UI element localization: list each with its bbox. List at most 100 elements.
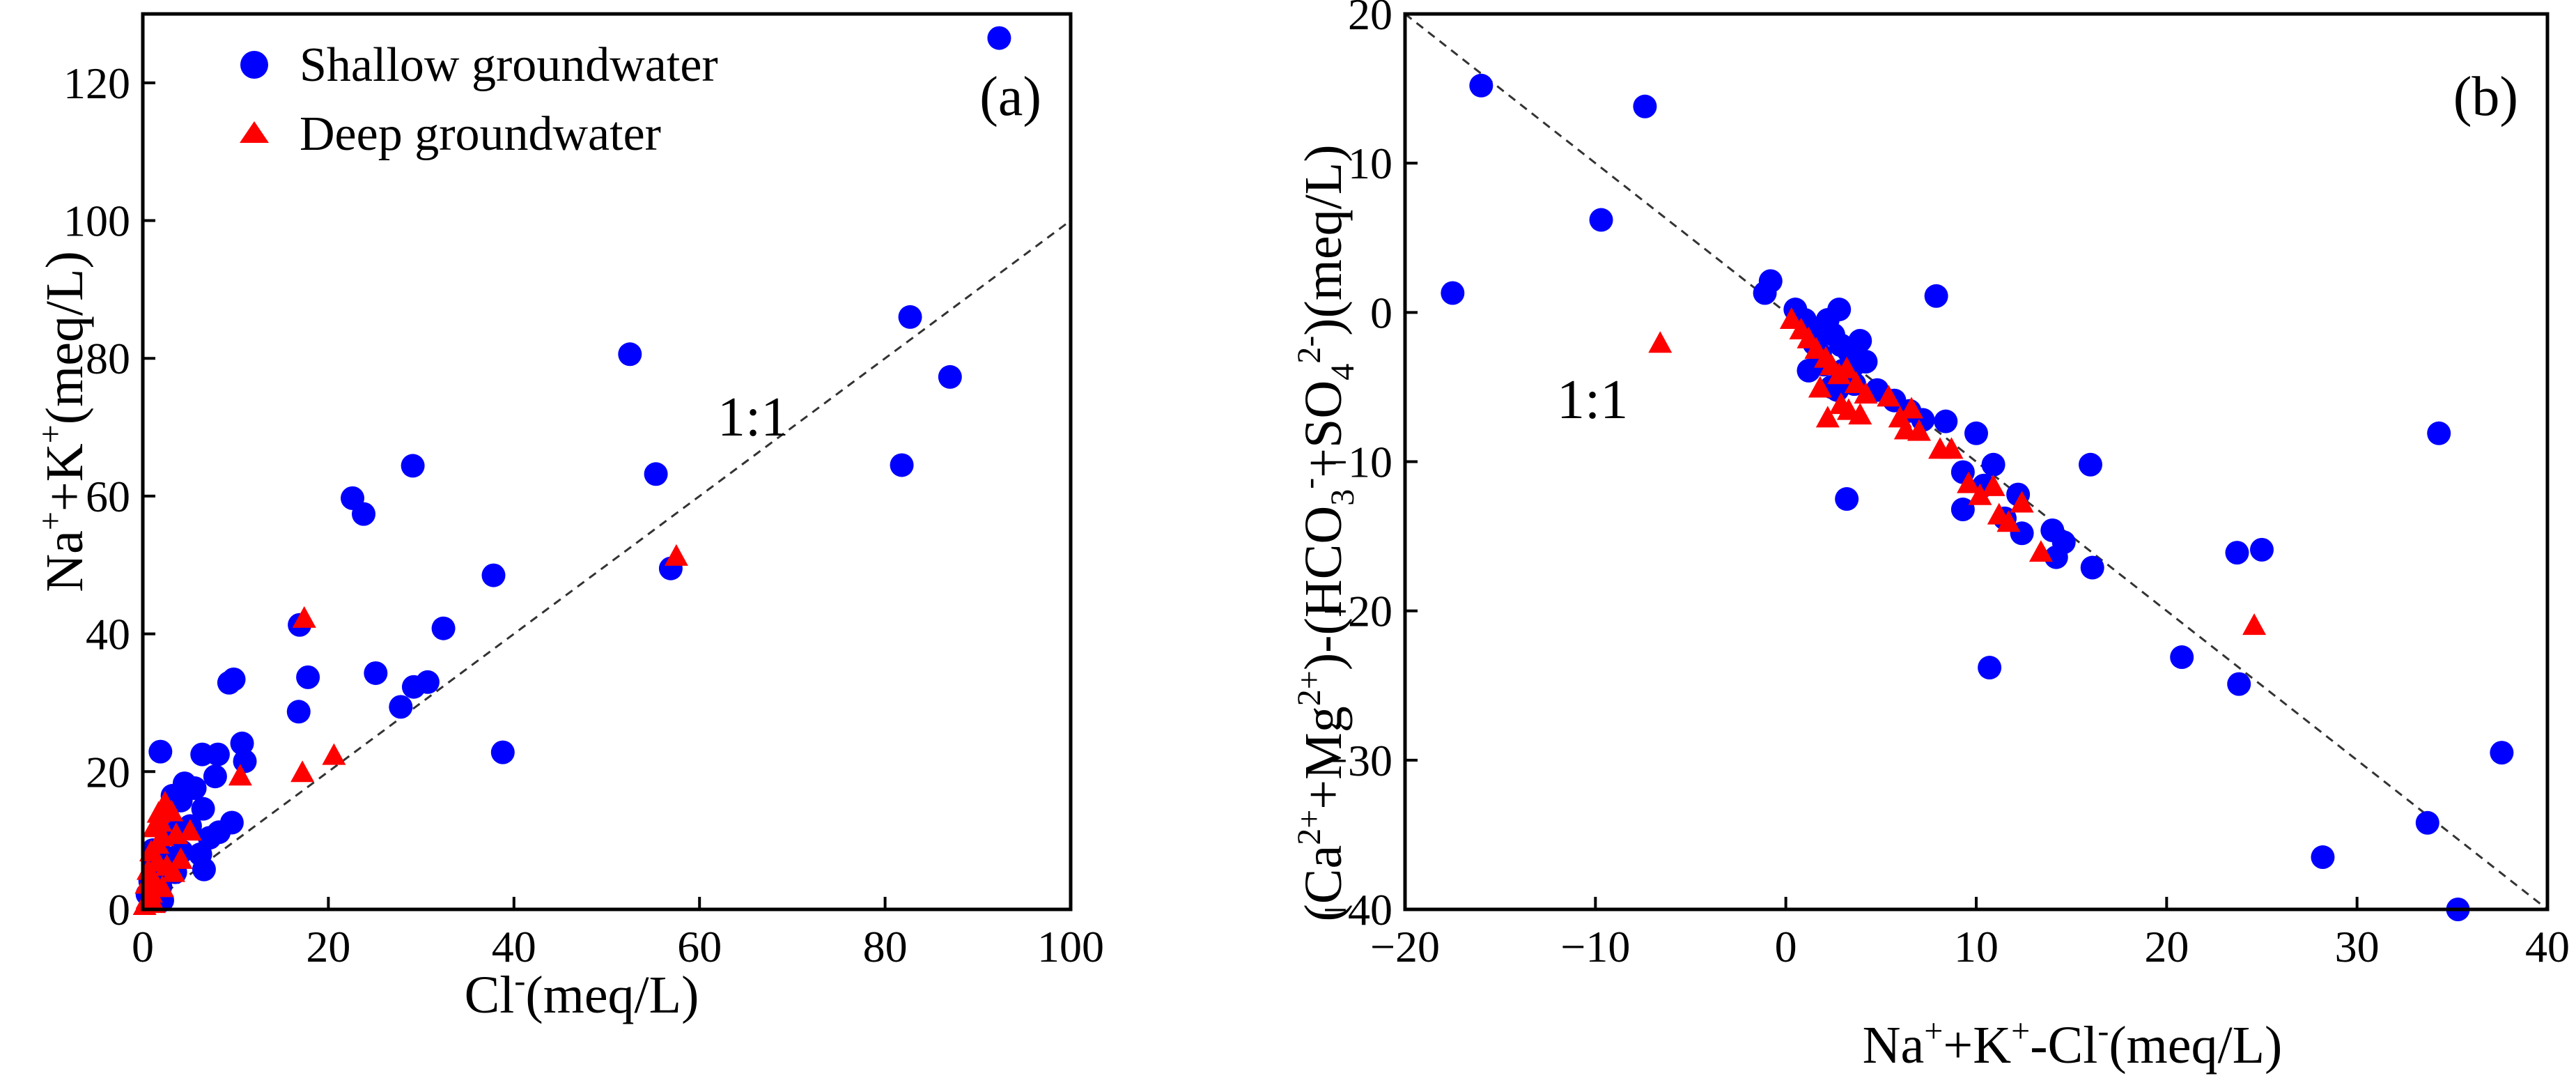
panel-b-shallow-point	[1835, 487, 1859, 511]
panel-a-deep-point	[146, 801, 171, 823]
panel-b-shallow-point	[2225, 541, 2249, 565]
panel-a-shallow-point	[644, 462, 668, 486]
panel-b-deep-point	[2028, 540, 2053, 562]
panel-b-x-tick-label: 40	[2525, 922, 2570, 971]
panel-b-chart: −20 −10 0 10 20 30 40 −40 −30 −20 −10 0 10 20 (b) 1:1…	[1291, 0, 2570, 1075]
panel-a-x-axis-title: Cl-(meq/L)	[465, 962, 699, 1024]
legend-shallow-marker	[240, 51, 268, 79]
panel-a-deep-point	[161, 860, 185, 882]
panel-a-x-tick-label: 80	[863, 922, 908, 971]
panel-b-y-tick-label: −10	[1323, 438, 1392, 487]
panel-b-reference-label: 1:1	[1557, 369, 1628, 431]
panel-a-label: (a)	[979, 66, 1041, 128]
panel-a-deep-point	[169, 847, 193, 869]
panel-b-y-tick-label: 20	[1348, 0, 1392, 39]
panel-a-shallow-point	[203, 764, 227, 789]
panel-b-y-tick-label: 0	[1370, 288, 1392, 337]
panel-b-shallow-point	[1758, 269, 1783, 293]
legend: Shallow groundwater Deep groundwater	[240, 38, 718, 161]
panel-a-deep-point	[164, 822, 188, 845]
panel-b-deep-point	[1835, 356, 1859, 378]
panel-a-x-tick-label: 100	[1037, 922, 1104, 971]
panel-a-shallow-point	[987, 26, 1011, 50]
legend-deep-label: Deep groundwater	[300, 107, 661, 161]
panel-a-shallow-point	[352, 502, 376, 526]
panel-b-deep-point	[2242, 613, 2267, 636]
panel-b-x-axis-title: Na++K+-Cl-(meq/L)	[1863, 1013, 2283, 1075]
panel-a-y-tick-label: 60	[86, 472, 130, 521]
panel-a-shallow-point	[230, 731, 254, 755]
panel-b-shallow-point	[2311, 845, 2335, 870]
panel-b-deep-point	[1815, 406, 1840, 428]
panel-b-label: (b)	[2453, 66, 2518, 128]
panel-a-shallow-point	[296, 665, 320, 689]
panel-b-y-tick-label: −20	[1323, 587, 1392, 636]
panel-b-shallow-point	[1797, 358, 1821, 383]
panel-a-y-tick-label: 0	[108, 885, 130, 934]
panel-a-shallow-point	[401, 675, 426, 699]
panel-a-shallow-point	[490, 740, 515, 764]
panel-b-shallow-point	[2044, 545, 2068, 569]
panel-a-deep-point	[178, 819, 202, 841]
panel-b-shallow-point	[2490, 741, 2514, 765]
panel-b-x-tick-label: 10	[1954, 922, 1999, 971]
panel-b-deep-point	[1844, 371, 1868, 394]
panel-a-deep-point	[290, 760, 315, 783]
panel-b-shallow-point	[1441, 281, 1465, 305]
panel-a-points	[132, 26, 1011, 916]
panel-b-shallow-point	[2250, 537, 2274, 562]
panel-a-shallow-point	[233, 749, 257, 774]
panel-b-points	[1441, 73, 2514, 921]
panel-b-deep-point	[1981, 474, 2005, 496]
panel-b-shallow-point	[1854, 350, 1878, 374]
panel-a-y-axis-title: Na++K+(meq/L)	[32, 251, 94, 592]
panel-a-y-tick-label: 40	[86, 610, 130, 659]
panel-b-x-tick-label: 0	[1775, 922, 1797, 971]
panel-b-x-tick-label: 20	[2144, 922, 2189, 971]
panel-a-shallow-point	[890, 453, 914, 477]
panel-a-shallow-point	[481, 563, 506, 587]
panel-b-shallow-point	[1633, 94, 1657, 118]
panel-a-deep-point	[664, 544, 688, 566]
panel-b-shallow-point	[1469, 73, 1493, 98]
panel-a-plot-frame	[141, 12, 1073, 911]
panel-b-y-axis-title: (Ca2++Mg2+)-(HCO3-+SO42-)(meq/L)	[1291, 144, 1361, 921]
panel-a-shallow-point	[431, 616, 456, 640]
panel-a-y-tick-label: 80	[86, 334, 130, 383]
panel-b-deep-point	[1996, 510, 2021, 532]
panel-a-shallow-point	[389, 695, 413, 719]
panel-a-x-tick-label: 0	[132, 922, 154, 971]
panel-a-shallow-point	[286, 700, 311, 724]
panel-b-shallow-point	[1964, 421, 1988, 445]
panel-b-deep-point	[1957, 471, 1981, 493]
panel-a-shallow-point	[207, 820, 231, 845]
panel-b-x-tick-label: −20	[1370, 922, 1440, 971]
panel-b-deep-point	[1848, 403, 1872, 425]
panel-b-shallow-point	[1924, 284, 1948, 308]
panel-b-x-tick-label: 30	[2335, 922, 2380, 971]
panel-a-shallow-point	[191, 797, 215, 821]
panel-a-shallow-point	[938, 364, 962, 389]
panel-b-shallow-point	[2427, 421, 2451, 445]
panel-b-shallow-point	[2080, 555, 2104, 580]
panel-a-deep-point	[322, 743, 346, 765]
panel-a-x-tick-label: 60	[677, 922, 722, 971]
panel-b-deep-point	[1939, 437, 1964, 459]
panel-b-shallow-point	[2170, 645, 2194, 670]
panel-a-deep-point	[292, 606, 316, 628]
panel-a-ticks: 0 20 40 60 80 100 0 20 40 60 80 100 120	[63, 59, 1104, 971]
panel-b-ticks: −20 −10 0 10 20 30 40 −40 −30 −20 −10 0 10 20	[1323, 0, 2570, 971]
panel-b-y-tick-label: −40	[1323, 885, 1392, 934]
panel-a-shallow-point	[148, 739, 173, 764]
panel-b-shallow-point	[1950, 498, 1975, 522]
panel-b-shallow-point	[1981, 452, 2005, 477]
panel-a-x-tick-label: 20	[306, 922, 350, 971]
panel-a-shallow-point	[190, 742, 215, 767]
panel-b-deep-point	[2010, 491, 2034, 513]
panel-b-shallow-point	[1848, 329, 1872, 353]
panel-b-shallow-point	[2227, 672, 2251, 696]
panel-b-reference-line	[1404, 13, 2548, 911]
panel-b-shallow-point	[1827, 298, 1852, 322]
panel-a-x-tick-label: 40	[492, 922, 536, 971]
panel-b-shallow-point	[1589, 208, 1613, 232]
